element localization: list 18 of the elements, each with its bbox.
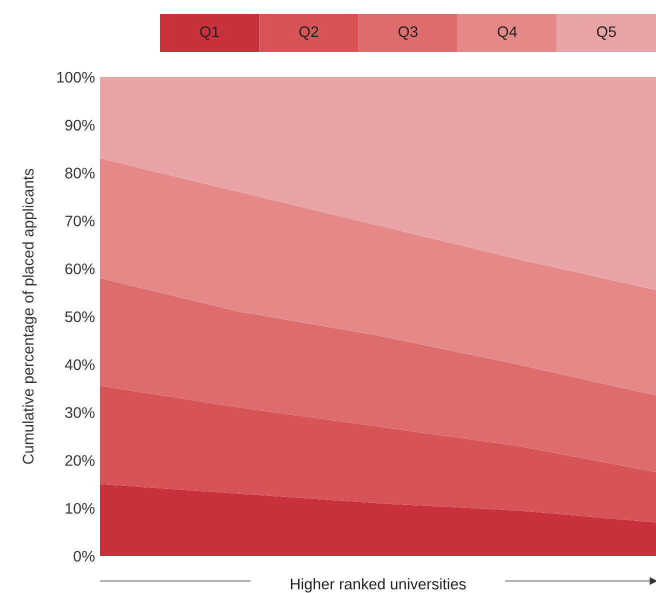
text: Q5 [596, 26, 616, 40]
y-tick-label: 90% [65, 120, 95, 131]
y-tick-label: 80% [65, 168, 95, 178]
text: Q3 [398, 26, 418, 40]
text: Q4 [498, 26, 517, 40]
y-tick-label: 10% [66, 502, 95, 514]
x-axis-title: Higher ranked universities [290, 578, 466, 592]
y-tick-label: 20% [65, 455, 95, 466]
y-tick-label: 50% [65, 311, 95, 322]
y-tick-label: 100% [57, 72, 95, 83]
y-tick-label: 0% [74, 550, 95, 562]
text: Q1 [200, 26, 220, 40]
y-tick-label: 40% [64, 359, 95, 370]
y-tick-label: 70% [65, 216, 95, 226]
y-axis-title: Cumulative percentage of placed applicants [22, 168, 37, 464]
y-tick-label: 30% [65, 407, 95, 418]
text: Q2 [299, 26, 318, 40]
y-tick-label: 60% [65, 263, 95, 274]
